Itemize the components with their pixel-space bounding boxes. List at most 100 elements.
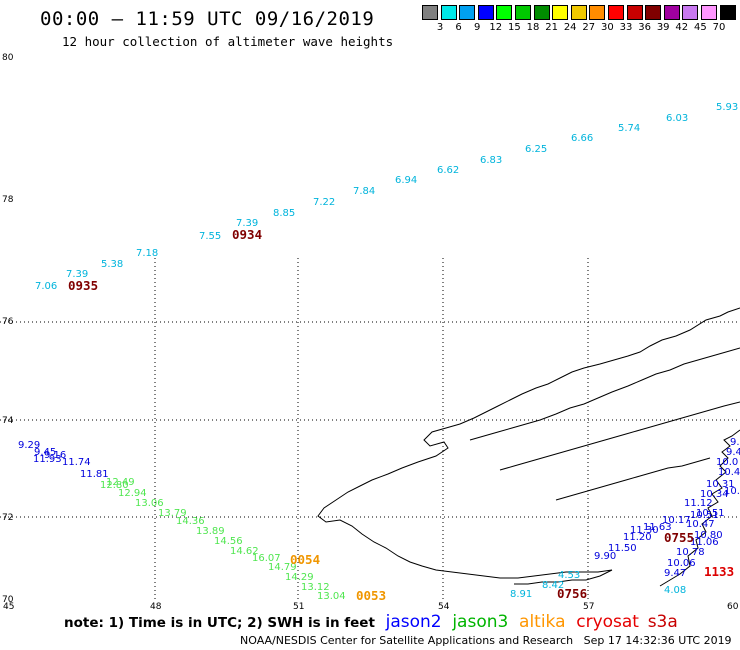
legend-swatch-24 (552, 5, 569, 20)
legend-cryosat: cryosat (576, 612, 639, 632)
wave-height-label: 12.80 (100, 480, 129, 491)
legend-tick: 18 (526, 22, 540, 33)
wave-height-label: 10.51 (696, 508, 725, 519)
wave-height-label: 8.91 (510, 589, 532, 600)
legend-tick: 33 (619, 22, 633, 33)
wave-height-label: 14.29 (285, 572, 314, 583)
legend-swatch-42 (663, 5, 680, 20)
pass-time-label: 0054 (290, 552, 320, 567)
wave-height-label: 6.62 (437, 165, 459, 176)
legend-tick: 30 (601, 22, 614, 33)
legend-swatch-9 (459, 5, 476, 20)
wave-height-label: 14.56 (214, 536, 243, 547)
wave-height-label: 12.49 (106, 477, 135, 488)
wave-height-label: 10.47 (686, 519, 715, 530)
legend-swatch-6 (440, 5, 457, 20)
wave-height-label: 7.39 (236, 218, 258, 229)
wave-height-label: 10.80 (694, 530, 723, 541)
legend-tick: 3 (436, 22, 444, 33)
wave-height-label: 9.4 (726, 447, 740, 458)
legend-swatch-36 (626, 5, 643, 20)
page-subtitle: 12 hour collection of altimeter wave hei… (62, 34, 394, 49)
legend-swatch-3 (422, 5, 438, 20)
wave-height-label: 9.45 (34, 447, 56, 458)
pass-time-label: 1133 (704, 564, 734, 579)
lat-lon-grid (0, 258, 740, 600)
wave-height-label: 10.06 (667, 558, 696, 569)
legend-tick: 27 (582, 22, 596, 33)
coastline-segment (659, 429, 740, 587)
pass-time-label: 0755 (664, 530, 694, 545)
greenland-coastline (317, 307, 740, 587)
legend-tick: 24 (563, 22, 577, 33)
wave-height-label: 10.2 (724, 486, 740, 497)
lat-label: 80 (2, 53, 14, 63)
legend-swatch-15 (496, 5, 513, 20)
pass-time-label: 0934 (232, 227, 262, 242)
wave-height-label: 6.66 (571, 133, 593, 144)
wave-height-label: 11.20 (623, 532, 652, 543)
coastline-segment (317, 307, 740, 579)
legend-swatch-33 (608, 5, 624, 20)
lat-label: 78 (2, 195, 14, 205)
wave-height-label: 11.81 (80, 469, 109, 480)
lon-label: 51 (293, 602, 304, 612)
legend-tick: 9 (474, 22, 481, 33)
wave-height-label: 11.06 (690, 537, 719, 548)
wave-height-label: 11.30 (630, 525, 659, 536)
wave-height-label: 9.29 (18, 440, 40, 451)
legend-swatch-21 (533, 5, 550, 20)
wave-height-label: 13.79 (158, 508, 187, 519)
pass-time-stamps: 0935 0934 0054 0053 0756 0755 1133 (68, 227, 734, 603)
legend-swatch-27 (570, 5, 587, 20)
lat-label: 74 (2, 416, 14, 426)
wave-height-label: 14.62 (230, 546, 259, 557)
legend-swatch-30 (589, 5, 606, 20)
wave-height-label: 14.36 (176, 516, 205, 527)
wave-height-label: 9.16 (44, 450, 66, 461)
wave-height-label: 8.85 (273, 208, 295, 219)
wave-height-label: 10.78 (676, 547, 705, 558)
lat-label: 72 (2, 513, 13, 523)
coastline-segment (469, 347, 740, 441)
wave-height-label: 13.89 (196, 526, 225, 537)
wave-height-label: 16.07 (252, 553, 281, 564)
wave-height-label: 13.06 (135, 498, 164, 509)
page-title: 00:00 – 11:59 UTC 09/16/2019 (40, 8, 375, 30)
legend-tick: 39 (656, 22, 670, 33)
wave-height-label: 7.39 (66, 269, 88, 280)
pass-time-label: 0935 (68, 278, 98, 293)
legend-tick: 15 (508, 22, 521, 33)
generated-time: Sep 17 14:32:36 UTC 2019 (583, 634, 732, 647)
note-text: note: 1) Time is in UTC; 2) SWH is in fe… (64, 615, 375, 631)
lon-label: 60 (727, 602, 739, 612)
lon-label: 48 (150, 602, 162, 612)
wave-height-label: 10.34 (700, 489, 729, 500)
coastline-segment (555, 457, 711, 501)
legend-tick: 12 (489, 22, 503, 33)
legend-tick: 70 (712, 22, 726, 33)
wave-height-label: 7.22 (313, 197, 335, 208)
wave-height-label: 6.03 (666, 113, 688, 124)
legend-altika: altika (519, 612, 566, 632)
wave-height-label: 8.42 (542, 580, 564, 591)
legend-tick: 42 (675, 22, 689, 33)
lat-label: 70 (2, 595, 14, 605)
legend-tick: 36 (638, 22, 651, 33)
coastline-segment (514, 569, 613, 585)
lon-label: 54 (438, 602, 450, 612)
wave-height-label: 7.55 (199, 231, 221, 242)
legend-jason2: jason2 (385, 612, 442, 632)
legend-s3a: s3a (647, 612, 678, 632)
credit-text: NOAA/NESDIS Center for Satellite Applica… (240, 634, 574, 647)
wave-height-label: 7.18 (136, 248, 158, 259)
lon-label: 45 (3, 602, 14, 612)
wave-height-label: 12.94 (118, 488, 147, 499)
legend-swatch-max (719, 5, 736, 20)
wave-height-label: 6.25 (525, 144, 547, 155)
wave-height-label: 11.12 (684, 498, 713, 509)
lat-label: 76 (2, 317, 14, 327)
wave-height-label: 9.6 (730, 437, 740, 448)
wave-observations: 7.06 7.39 5.38 7.18 7.55 7.39 8.85 7.22 7.84 6.94… (18, 102, 740, 602)
wave-height-label: 11.63 (643, 522, 672, 533)
